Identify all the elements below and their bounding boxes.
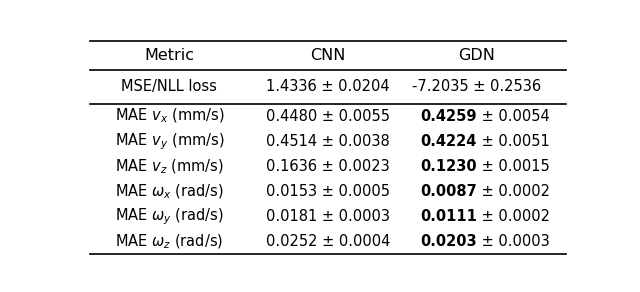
Text: 0.4514 ± 0.0038: 0.4514 ± 0.0038 — [266, 134, 390, 149]
Text: MAE $v_z$ (mm/s): MAE $v_z$ (mm/s) — [115, 157, 223, 175]
Text: 0.0111: 0.0111 — [420, 209, 477, 224]
Text: 0.0252 ± 0.0004: 0.0252 ± 0.0004 — [266, 234, 390, 249]
Text: 0.0087: 0.0087 — [420, 184, 477, 199]
Text: CNN: CNN — [310, 48, 346, 63]
Text: ± 0.0051: ± 0.0051 — [477, 134, 550, 149]
Text: MAE $\omega_y$ (rad/s): MAE $\omega_y$ (rad/s) — [115, 206, 224, 227]
Text: MAE $v_y$ (mm/s): MAE $v_y$ (mm/s) — [115, 131, 224, 152]
Text: 0.0181 ± 0.0003: 0.0181 ± 0.0003 — [266, 209, 390, 224]
Text: 0.4480 ± 0.0055: 0.4480 ± 0.0055 — [266, 109, 390, 124]
Text: 0.4259: 0.4259 — [420, 109, 477, 124]
Text: ± 0.0002: ± 0.0002 — [477, 209, 550, 224]
Text: MAE $\omega_z$ (rad/s): MAE $\omega_z$ (rad/s) — [115, 232, 223, 251]
Text: -7.2035 ± 0.2536: -7.2035 ± 0.2536 — [412, 79, 541, 94]
Text: 0.1230: 0.1230 — [420, 159, 477, 174]
Text: ± 0.0003: ± 0.0003 — [477, 234, 550, 249]
Text: 0.0203: 0.0203 — [420, 234, 477, 249]
Text: MAE $\omega_x$ (rad/s): MAE $\omega_x$ (rad/s) — [115, 182, 224, 201]
Text: GDN: GDN — [458, 48, 495, 63]
Text: 0.1636 ± 0.0023: 0.1636 ± 0.0023 — [266, 159, 390, 174]
Text: 0.0153 ± 0.0005: 0.0153 ± 0.0005 — [266, 184, 390, 199]
Text: MSE/NLL loss: MSE/NLL loss — [122, 79, 217, 94]
Text: ± 0.0054: ± 0.0054 — [477, 109, 550, 124]
Text: 1.4336 ± 0.0204: 1.4336 ± 0.0204 — [266, 79, 390, 94]
Text: MAE $v_x$ (mm/s): MAE $v_x$ (mm/s) — [115, 107, 224, 125]
Text: ± 0.0015: ± 0.0015 — [477, 159, 550, 174]
Text: ± 0.0002: ± 0.0002 — [477, 184, 550, 199]
Text: Metric: Metric — [144, 48, 195, 63]
Text: 0.4224: 0.4224 — [420, 134, 477, 149]
